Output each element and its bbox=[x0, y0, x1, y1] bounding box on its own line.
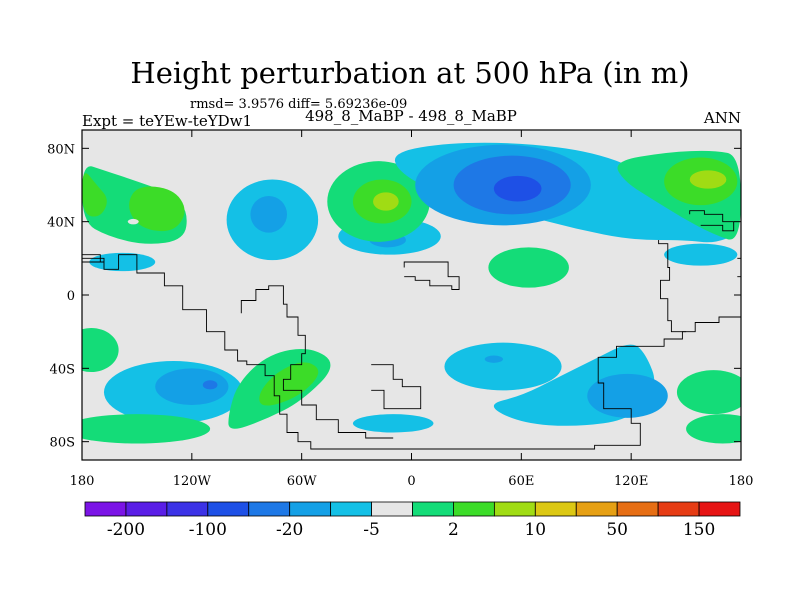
colorbar-swatch bbox=[125, 501, 168, 517]
colorbar-label: 2 bbox=[448, 520, 459, 540]
contour-region-blue bbox=[202, 380, 218, 390]
x-tick-label: 180 bbox=[729, 474, 754, 489]
contour-region-green bbox=[82, 414, 211, 444]
coastline bbox=[737, 257, 741, 284]
contour-region-dark_blue bbox=[493, 175, 542, 202]
contour-field bbox=[82, 142, 741, 444]
colorbar-swatch bbox=[330, 501, 372, 517]
contour-region-background bbox=[127, 218, 139, 225]
coastline bbox=[689, 210, 735, 232]
coastline bbox=[82, 254, 104, 263]
x-tick-label: 0 bbox=[407, 474, 415, 489]
colorbar-label: 10 bbox=[524, 520, 546, 540]
y-tick-label: 80S bbox=[50, 436, 75, 451]
colorbar-swatch bbox=[289, 501, 332, 517]
contour-region-light_blue bbox=[484, 355, 504, 363]
contour-region-cyan bbox=[89, 252, 156, 272]
y-tick-label: 40S bbox=[50, 362, 75, 377]
contour-region-green bbox=[82, 328, 119, 372]
colorbar-label: -200 bbox=[107, 520, 145, 540]
colorbar-swatch bbox=[166, 501, 209, 517]
contour-region-green bbox=[686, 414, 741, 444]
colorbar-swatch bbox=[493, 501, 536, 517]
contour-region-bright_green bbox=[82, 173, 107, 217]
y-tick-label: 0 bbox=[67, 289, 75, 304]
y-tick-label: 80N bbox=[47, 142, 75, 157]
x-tick-label: 60E bbox=[508, 474, 534, 489]
contour-region-light_blue bbox=[587, 373, 668, 418]
colorbar: -200 -100 -20 -5 2 10 50 150 bbox=[84, 501, 741, 540]
colorbar-swatch bbox=[207, 501, 250, 517]
colorbar-swatch bbox=[534, 501, 577, 517]
y-tick-label: 40N bbox=[47, 216, 75, 231]
colorbar-label: -5 bbox=[363, 520, 380, 540]
colorbar-swatch bbox=[657, 501, 700, 517]
coastline bbox=[403, 261, 460, 290]
colorbar-swatch bbox=[248, 501, 291, 517]
colorbar-swatch bbox=[84, 501, 127, 517]
x-tick-label: 120E bbox=[614, 474, 648, 489]
x-tick-label: 120W bbox=[173, 474, 212, 489]
colorbar-swatch bbox=[371, 501, 413, 517]
colorbar-swatch bbox=[698, 501, 741, 517]
coastline bbox=[658, 240, 687, 333]
contour-region-cyan bbox=[352, 414, 434, 433]
contour-region-yellow_green bbox=[373, 192, 399, 211]
contour-region-cyan bbox=[664, 243, 738, 266]
left-label: Expt = teYEw-teYDw1 bbox=[82, 112, 252, 130]
contour-region-green bbox=[488, 247, 569, 288]
x-tick-label: 180 bbox=[70, 474, 95, 489]
colorbar-swatch bbox=[575, 501, 618, 517]
colorbar-label: 50 bbox=[606, 520, 628, 540]
coastlines bbox=[82, 210, 741, 450]
right-label: ANN bbox=[703, 109, 741, 127]
colorbar-label: 150 bbox=[683, 520, 715, 540]
contour-region-green bbox=[676, 370, 741, 415]
x-tick-label: 60W bbox=[287, 474, 318, 489]
chart-title: Height perturbation at 500 hPa (in m) bbox=[130, 56, 689, 90]
contour-region-bright_green bbox=[129, 186, 185, 232]
colorbar-swatch bbox=[453, 501, 495, 517]
colorbar-label: -20 bbox=[276, 520, 303, 540]
coastline bbox=[371, 364, 422, 410]
contour-region-cyan bbox=[444, 342, 562, 391]
colorbar-swatch bbox=[616, 501, 659, 517]
coastline bbox=[82, 254, 741, 450]
center-label: 498_8_MaBP - 498_8_MaBP bbox=[305, 107, 517, 125]
axis-ticks: 180 120W 60W 0 60E 120E 180 80N 40N 0 40S 80S bbox=[47, 130, 753, 489]
contour-region-yellow_green bbox=[689, 170, 727, 189]
chart-subtitle: rmsd= 3.9576 diff= 5.69236e-09 bbox=[190, 97, 407, 112]
contour-region-light_blue bbox=[250, 196, 288, 233]
coastline bbox=[240, 285, 394, 439]
colorbar-swatch bbox=[412, 501, 454, 517]
contour-region-light_blue bbox=[155, 368, 229, 405]
colorbar-label: -100 bbox=[189, 520, 227, 540]
